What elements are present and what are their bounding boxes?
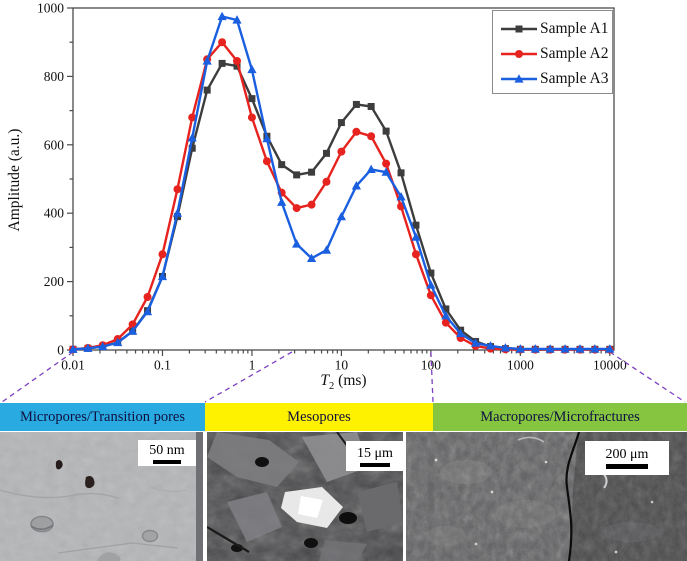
- svg-text:1: 1: [249, 358, 256, 373]
- pore-hole: [339, 512, 357, 524]
- chart-canvas: 0.010.111010010001000002004006008001000: [1, 1, 686, 403]
- legend-label: Sample A2: [540, 44, 609, 62]
- legend-item-sample-a3: Sample A3: [500, 66, 612, 91]
- legend-marker-square-icon: [501, 25, 537, 32]
- svg-text:200: 200: [44, 274, 65, 289]
- microfracture-crack: [565, 432, 581, 561]
- band-micropores: Micropores/Transition pores: [0, 403, 205, 431]
- scale-box-15um: 15 μm: [346, 441, 404, 471]
- legend-marker-triangle-icon: [501, 73, 537, 83]
- y-axis-label: Amplitude (a.u.): [6, 128, 23, 232]
- pore-hole: [255, 457, 269, 467]
- series-sample-a1: [69, 59, 614, 353]
- svg-text:10: 10: [335, 358, 349, 373]
- t2-spectrum-chart: 0.010.111010010001000002004006008001000 …: [1, 1, 686, 403]
- pore-opening: [141, 529, 159, 543]
- scale-bar: [360, 462, 390, 467]
- x-axis-label-subscript: 2: [329, 381, 335, 392]
- svg-text:1000: 1000: [507, 358, 534, 373]
- band-macropores: Macropores/Microfractures: [433, 403, 687, 431]
- svg-text:600: 600: [44, 137, 65, 152]
- legend-item-sample-a1: Sample A1: [500, 16, 612, 41]
- svg-text:0.01: 0.01: [61, 358, 85, 373]
- scale-label: 50 nm: [149, 442, 185, 458]
- band-connector-line: [204, 351, 293, 403]
- svg-text:0: 0: [57, 343, 64, 358]
- scale-label: 200 μm: [605, 447, 649, 462]
- svg-text:1000: 1000: [37, 1, 64, 16]
- scale-box-200um: 200 μm: [585, 441, 669, 475]
- dark-particle: [55, 460, 63, 470]
- scale-box-50nm: 50 nm: [138, 440, 196, 466]
- dark-particle: [85, 476, 95, 489]
- scale-label: 15 μm: [357, 445, 393, 461]
- band-mesopores: Mesopores: [205, 403, 433, 431]
- x-axis-label-symbol: T: [320, 372, 330, 389]
- svg-text:400: 400: [44, 206, 65, 221]
- pore-classification-bands: Micropores/Transition pores Mesopores Ma…: [0, 403, 687, 431]
- series-sample-a3: [68, 11, 615, 353]
- legend: Sample A1 Sample A2 Sample A3: [492, 10, 613, 94]
- band-connector-line: [1, 351, 74, 403]
- svg-text:0.1: 0.1: [154, 358, 171, 373]
- x-axis-label: T2 (ms): [73, 372, 614, 392]
- x-axis-label-unit: (ms): [334, 372, 367, 389]
- legend-label: Sample A3: [540, 69, 609, 87]
- band-connector-line: [609, 351, 686, 403]
- svg-text:10000: 10000: [593, 358, 627, 373]
- legend-label: Sample A1: [540, 19, 609, 37]
- legend-marker-circle-icon: [501, 49, 537, 58]
- tick-labels: 0.010.111010010001000002004006008001000: [37, 1, 627, 373]
- legend-item-sample-a2: Sample A2: [500, 41, 612, 66]
- svg-text:800: 800: [44, 69, 65, 84]
- scale-bar: [153, 459, 181, 464]
- scale-bar: [606, 464, 648, 469]
